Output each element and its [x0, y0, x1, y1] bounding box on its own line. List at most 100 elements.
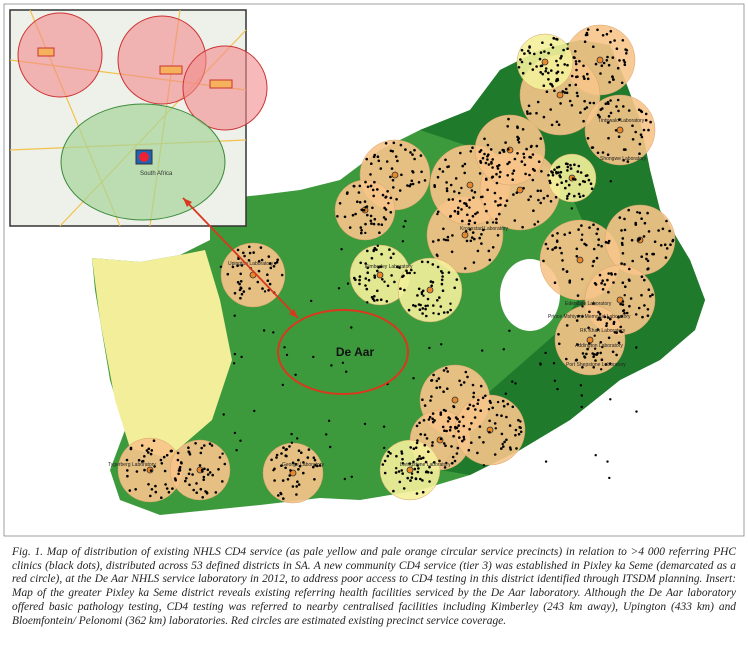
clinic: [486, 143, 490, 147]
clinic: [495, 413, 499, 417]
clinic: [446, 420, 450, 423]
clinic: [647, 230, 651, 233]
clinic: [628, 267, 631, 271]
clinic: [560, 251, 563, 255]
clinic: [294, 462, 298, 466]
clinic: [531, 167, 535, 171]
clinic: [412, 447, 416, 451]
clinic: [523, 163, 527, 167]
clinic: [631, 259, 634, 263]
clinic: [479, 195, 483, 199]
clinic: [452, 405, 455, 408]
clinic: [527, 198, 530, 202]
clinic: [403, 288, 406, 292]
clinic: [239, 439, 242, 442]
clinic: [587, 178, 591, 182]
clinic: [592, 302, 595, 305]
clinic: [561, 90, 565, 93]
clinic: [563, 233, 566, 236]
clinic: [609, 29, 613, 33]
clinic: [200, 446, 203, 450]
clinic: [352, 184, 356, 188]
clinic: [592, 223, 595, 226]
clinic: [442, 238, 446, 241]
clinic: [498, 175, 502, 179]
clinic: [275, 453, 279, 457]
clinic: [620, 262, 623, 265]
clinic: [399, 287, 402, 291]
clinic: [280, 452, 283, 455]
clinic: [457, 424, 461, 427]
clinic: [431, 420, 435, 424]
clinic: [518, 425, 521, 429]
clinic: [507, 148, 510, 151]
clinic: [385, 160, 389, 163]
clinic: [338, 202, 342, 205]
clinic: [232, 362, 236, 365]
laboratory: [406, 466, 414, 474]
clinic: [529, 112, 532, 115]
clinic: [611, 78, 615, 81]
clinic: [470, 422, 473, 425]
inset-label: South Africa: [140, 171, 173, 177]
clinic: [417, 287, 421, 291]
clinic: [449, 302, 452, 305]
clinic: [496, 234, 500, 237]
clinic: [376, 298, 379, 302]
clinic: [606, 100, 610, 104]
clinic: [408, 271, 412, 275]
clinic: [472, 395, 475, 399]
clinic: [623, 217, 626, 221]
clinic: [581, 233, 584, 236]
clinic: [626, 160, 630, 163]
clinic: [581, 305, 584, 308]
clinic: [439, 413, 443, 416]
clinic: [404, 219, 407, 223]
clinic: [399, 143, 403, 147]
clinic: [302, 461, 305, 464]
clinic: [506, 125, 510, 128]
clinic: [472, 196, 475, 199]
clinic: [436, 299, 439, 302]
clinic: [376, 155, 380, 158]
clinic: [508, 424, 512, 427]
clinic: [373, 295, 376, 298]
clinic: [529, 195, 532, 198]
clinic: [267, 255, 271, 258]
clinic: [622, 148, 626, 151]
clinic: [625, 49, 629, 52]
clinic: [566, 194, 569, 198]
clinic: [169, 449, 173, 453]
clinic: [606, 55, 609, 59]
clinic: [585, 31, 589, 35]
clinic: [476, 451, 479, 455]
clinic: [539, 137, 543, 140]
clinic: [557, 123, 561, 126]
clinic: [517, 66, 521, 69]
clinic: [606, 153, 610, 156]
clinic: [586, 72, 589, 76]
clinic: [439, 411, 443, 415]
clinic: [446, 235, 450, 239]
clinic: [602, 61, 606, 65]
clinic: [468, 427, 471, 431]
clinic: [330, 364, 333, 367]
clinic: [431, 263, 435, 266]
clinic: [538, 57, 542, 61]
clinic: [606, 316, 610, 319]
clinic: [448, 428, 452, 432]
clinic: [599, 341, 603, 344]
clinic: [199, 451, 203, 455]
lab-label: Livingstone Laboratory: [400, 462, 451, 468]
arrow-head: [183, 198, 192, 207]
clinic: [383, 459, 387, 463]
clinic: [268, 282, 272, 286]
clinic: [433, 185, 437, 188]
clinic: [495, 217, 498, 221]
clinic: [551, 248, 554, 251]
clinic: [506, 162, 509, 166]
clinic: [593, 347, 597, 350]
clinic: [429, 399, 432, 402]
clinic: [389, 211, 393, 214]
clinic: [483, 137, 486, 141]
